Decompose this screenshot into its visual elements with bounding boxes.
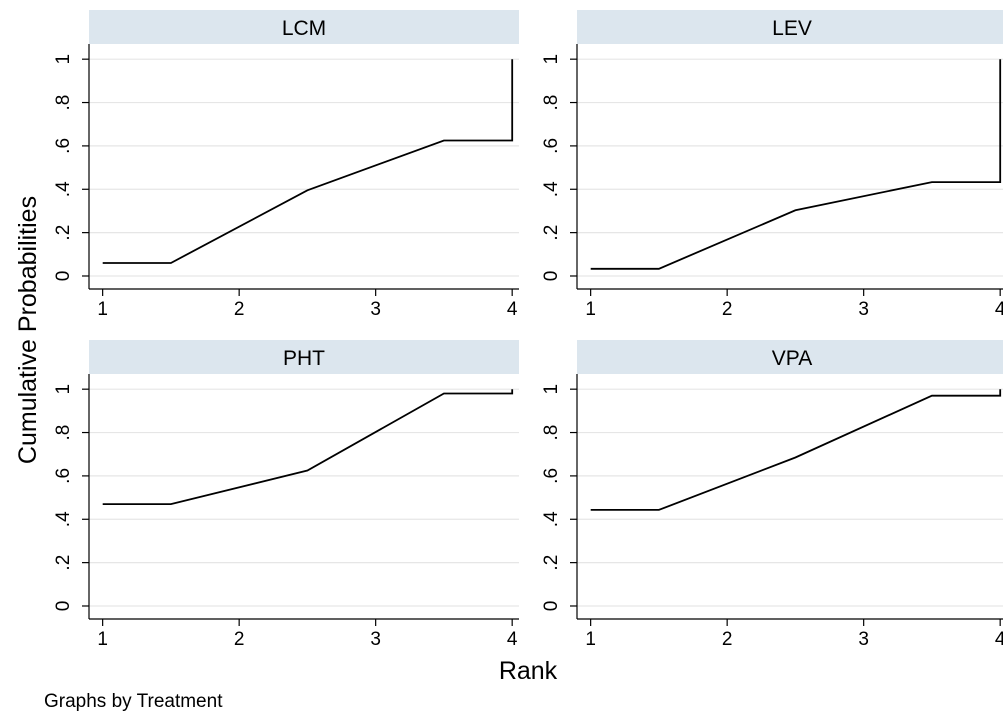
series-line-pht <box>102 389 514 506</box>
y-tick-label-lev-5: 1 <box>541 54 562 65</box>
y-tick-label-lev-0: 0 <box>541 271 562 282</box>
y-tick-label-vpa-4: .8 <box>541 425 562 441</box>
x-tick-label-lcm-2: 3 <box>370 299 381 320</box>
x-tick-label-lcm-1: 2 <box>234 299 245 320</box>
x-tick-label-vpa-3: 4 <box>995 629 1003 650</box>
panel-strip-pht <box>89 340 519 374</box>
x-tick-label-lcm-0: 1 <box>97 299 108 320</box>
y-tick-label-pht-3: .6 <box>53 468 74 484</box>
y-tick-label-lcm-2: .4 <box>53 181 74 197</box>
x-tick-label-vpa-0: 1 <box>585 629 596 650</box>
y-tick-label-vpa-5: 1 <box>541 384 562 395</box>
y-tick-label-vpa-2: .4 <box>541 511 562 527</box>
y-tick-label-vpa-0: 0 <box>541 601 562 612</box>
x-tick-label-lcm-3: 4 <box>507 299 518 320</box>
panel-strip-vpa <box>577 340 1003 374</box>
y-tick-label-pht-5: 1 <box>53 384 74 395</box>
y-tick-label-pht-0: 0 <box>53 601 74 612</box>
x-tick-label-lev-2: 3 <box>858 299 869 320</box>
y-tick-label-lcm-5: 1 <box>53 54 74 65</box>
series-line-lev <box>590 59 1002 270</box>
panel-strip-lev <box>577 10 1003 44</box>
x-tick-label-pht-1: 2 <box>234 629 245 650</box>
x-tick-label-lev-1: 2 <box>722 299 733 320</box>
panel-title-lev: LEV <box>772 17 812 40</box>
y-tick-label-pht-2: .4 <box>53 511 74 527</box>
graphs-by-note: Graphs by Treatment <box>44 691 223 711</box>
x-tick-label-vpa-2: 3 <box>858 629 869 650</box>
x-tick-label-pht-2: 3 <box>370 629 381 650</box>
y-tick-label-lcm-1: .2 <box>53 225 74 241</box>
x-tick-label-lev-0: 1 <box>585 299 596 320</box>
y-tick-label-vpa-3: .6 <box>541 468 562 484</box>
y-tick-label-lev-4: .8 <box>541 95 562 111</box>
panel-lcm: LCM 0 .2 .4 .6 .8 1 1 2 3 4 <box>53 10 519 320</box>
x-tick-label-pht-3: 4 <box>507 629 518 650</box>
panel-vpa: VPA 0 .2 .4 .6 .8 1 1 2 3 4 <box>541 340 1003 650</box>
x-tick-label-vpa-1: 2 <box>722 629 733 650</box>
panel-lev: LEV 0 .2 .4 .6 .8 1 1 2 3 4 <box>541 10 1003 320</box>
y-tick-label-lev-2: .4 <box>541 181 562 197</box>
x-axis-title: Rank <box>499 657 558 685</box>
series-line-lcm <box>102 59 514 264</box>
panel-strip-lcm <box>89 10 519 44</box>
y-tick-label-lcm-0: 0 <box>53 271 74 282</box>
y-tick-label-vpa-1: .2 <box>541 555 562 571</box>
y-tick-label-lev-1: .2 <box>541 225 562 241</box>
panels-group: LCM 0 .2 .4 .6 .8 1 1 2 3 4 LEV 0 .2 .4 .6 .8 1 1 2 3 4 PHT 0 .2… <box>53 10 1003 650</box>
y-tick-label-lcm-3: .6 <box>53 138 74 154</box>
panel-pht: PHT 0 .2 .4 .6 .8 1 1 2 3 4 <box>53 340 519 650</box>
panel-title-vpa: VPA <box>772 347 812 370</box>
series-line-vpa <box>590 389 1002 511</box>
x-tick-label-pht-0: 1 <box>97 629 108 650</box>
y-axis-title: Cumulative Probabilities <box>14 196 42 464</box>
panel-title-pht: PHT <box>283 347 325 370</box>
panel-title-lcm: LCM <box>282 17 326 40</box>
x-tick-label-lev-3: 4 <box>995 299 1003 320</box>
y-tick-label-lcm-4: .8 <box>53 95 74 111</box>
y-tick-label-pht-4: .8 <box>53 425 74 441</box>
y-tick-label-lev-3: .6 <box>541 138 562 154</box>
y-tick-label-pht-1: .2 <box>53 555 74 571</box>
